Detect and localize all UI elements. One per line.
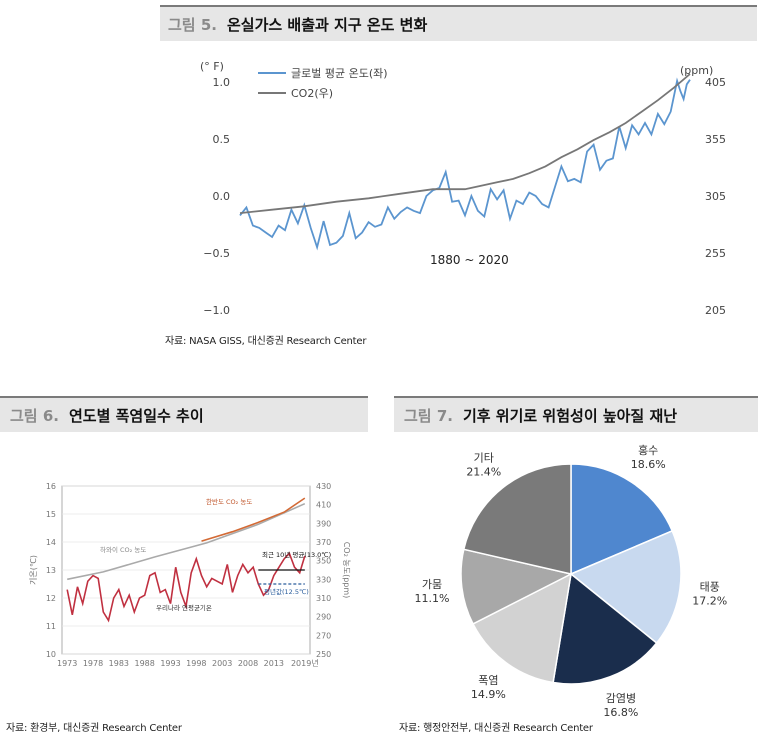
fig6-left-tick: 14 [46, 538, 56, 547]
fig7-slice-value-4: 11.1% [415, 592, 450, 605]
fig7-slice-value-0: 18.6% [631, 458, 666, 471]
fig7-slice-value-2: 16.8% [603, 706, 638, 716]
fig5-left-tick: −0.5 [203, 247, 230, 260]
fig5-right-tick: 255 [705, 247, 726, 260]
fig6-x-tick: 1998 [186, 659, 206, 668]
fig6-left-tick: 15 [46, 510, 56, 519]
fig6-right-tick: 290 [316, 613, 331, 622]
fig6-annotation: 한반도 CO₂ 농도 [206, 497, 252, 506]
fig6-left-axis-label: 기온(℃) [29, 555, 38, 585]
fig6-x-tick: 1978 [83, 659, 103, 668]
fig6-annotation: 평년값(12.5℃) [264, 587, 309, 596]
fig6-x-tick: 2003 [212, 659, 232, 668]
fig7-slice-5 [462, 463, 572, 575]
fig7-slice-label-1: 태풍 [700, 580, 720, 593]
fig6-left-tick: 10 [46, 650, 56, 659]
fig5-right-tick: 355 [705, 133, 726, 146]
fig6-annotation: 우리나라 연평균기온 [156, 603, 212, 612]
fig6-number: 그림 6. [10, 406, 59, 425]
fig7-slice-label-2: 감염병 [606, 692, 636, 705]
fig7-header: 그림 7. 기후 위기로 위험성이 높아질 재난 [394, 396, 758, 432]
fig6-x-tick: 1973 [57, 659, 77, 668]
fig6-left-tick: 11 [46, 622, 56, 631]
fig6-series-line-2 [201, 497, 306, 542]
fig6-source: 자료: 환경부, 대신증권 Research Center [6, 723, 182, 734]
fig5-series-line-0 [239, 77, 691, 251]
fig7-slice-label-0: 홍수 [638, 443, 658, 457]
fig6-chart: 16 15 14 13 12 11 10 430 410 390 370 350 330 310 290 27… [29, 482, 351, 668]
fig5-left-tick: 0.5 [213, 133, 231, 146]
fig7-slice-label-4: 가뭄 [422, 578, 442, 591]
fig7-number: 그림 7. [404, 406, 453, 425]
fig6-right-tick: 390 [316, 519, 331, 528]
fig6-annotation: 하와이 CO₂ 농도 [100, 545, 146, 554]
fig6-right-tick: 410 [316, 501, 331, 510]
fig7-title: 기후 위기로 위험성이 높아질 재난 [462, 406, 678, 425]
fig6-x-tick: 2008 [238, 659, 258, 668]
fig5-right-unit: (ppm) [680, 64, 713, 77]
fig7-slice-value-5: 21.4% [466, 466, 501, 479]
fig7-slice-2 [552, 572, 658, 685]
fig5-number: 그림 5. [168, 15, 217, 34]
fig6-right-tick: 250 [316, 650, 331, 659]
fig6-series-line-1 [67, 502, 306, 581]
fig5-right-tick: 405 [705, 76, 726, 89]
fig5-annotation: 1880 ~ 2020 [430, 253, 509, 267]
fig6-left-tick: 12 [46, 594, 56, 603]
fig7-slice-label-3: 폭염 [478, 674, 498, 687]
fig5-left-tick: 1.0 [213, 76, 231, 89]
fig5-source: 자료: NASA GISS, 대신증권 Research Center [165, 336, 367, 347]
fig6-left-tick: 13 [46, 566, 56, 575]
fig6-right-tick: 430 [316, 482, 331, 491]
fig7-slice-1 [569, 529, 682, 645]
fig7-slice-value-3: 14.9% [471, 688, 506, 701]
fig5-left-tick: 0.0 [213, 190, 231, 203]
fig5-right-tick: 205 [705, 304, 726, 317]
fig5-series-line-1 [239, 73, 691, 214]
fig5-title: 온실가스 배출과 지구 온도 변화 [226, 15, 428, 34]
fig6-right-tick: 350 [316, 557, 331, 566]
fig7-slice-label-5: 기타 [474, 452, 494, 465]
fig6-x-tick: 1993 [160, 659, 180, 668]
fig6-right-tick: 370 [316, 538, 331, 547]
fig6-annotation: 최근 10년 평균(13.0℃) [262, 550, 331, 559]
fig6-x-tick: 1983 [109, 659, 129, 668]
fig5-left-unit: (° F) [200, 60, 224, 73]
fig5-chart: (° F) (ppm) 1.0 0.5 0.0 −0.5 −1.0 405 355 305 255 2… [200, 60, 726, 317]
fig6-x-tick: 1988 [134, 659, 154, 668]
fig5-header: 그림 5. 온실가스 배출과 지구 온도 변화 [160, 5, 757, 41]
fig6-series-line-0 [66, 551, 306, 623]
fig7-slice-0 [570, 463, 674, 576]
fig5-left-tick: −1.0 [203, 304, 230, 317]
fig6-right-tick: 270 [316, 631, 331, 640]
fig5-legend-label-0: 글로벌 평균 온도(좌) [291, 67, 388, 80]
fig6-right-tick: 310 [316, 594, 331, 603]
fig6-x-tick: 2019년 [291, 658, 319, 668]
fig7-slice-3 [471, 572, 572, 684]
fig7-source: 자료: 행정안전부, 대신증권 Research Center [399, 723, 593, 734]
fig5-legend-label-1: CO2(우) [291, 87, 333, 100]
fig6-right-axis-label: CO₂ 농도(ppm) [342, 542, 351, 599]
fig6-right-tick: 330 [316, 575, 331, 584]
fig5-right-tick: 305 [705, 190, 726, 203]
fig6-title: 연도별 폭염일수 추이 [68, 406, 204, 425]
fig7-slice-value-1: 17.2% [692, 594, 727, 607]
fig6-header: 그림 6. 연도별 폭염일수 추이 [0, 396, 368, 432]
fig6-x-tick: 2013 [264, 659, 284, 668]
fig6-left-tick: 16 [46, 482, 56, 491]
